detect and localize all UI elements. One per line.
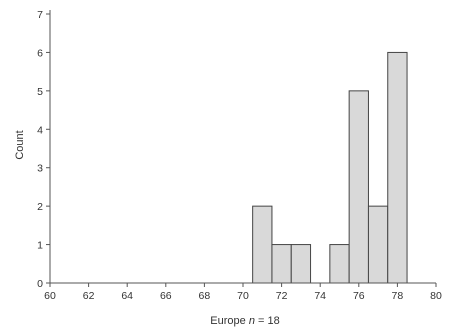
y-tick-label-7: 7 bbox=[37, 9, 43, 21]
x-axis-title-n: n bbox=[249, 315, 255, 327]
histogram-bar-6 bbox=[387, 51, 408, 284]
y-axis: 0 1 2 3 4 5 6 7 bbox=[37, 9, 51, 290]
histogram-bar-1 bbox=[271, 244, 292, 284]
x-axis: 60 62 64 66 68 70 72 74 76 78 80 bbox=[44, 282, 442, 302]
y-tick-label-1: 1 bbox=[37, 240, 43, 252]
x-axis-title: Europe n = 18 bbox=[210, 315, 279, 327]
x-tick-label-80: 80 bbox=[430, 290, 442, 302]
histogram-bar-2 bbox=[290, 244, 312, 284]
x-tick-label-78: 78 bbox=[392, 290, 404, 302]
y-tick-label-4: 4 bbox=[37, 124, 43, 136]
bars-group bbox=[252, 51, 408, 284]
histogram-bar-3 bbox=[329, 244, 350, 284]
y-tick-label-3: 3 bbox=[37, 163, 43, 175]
x-tick-label-68: 68 bbox=[199, 290, 211, 302]
x-tick-label-70: 70 bbox=[237, 290, 249, 302]
x-tick-label-66: 66 bbox=[160, 290, 172, 302]
x-tick-label-76: 76 bbox=[353, 290, 365, 302]
histogram-bar-5 bbox=[367, 205, 389, 284]
histogram-bar-0 bbox=[252, 205, 273, 284]
y-tick-label-0: 0 bbox=[37, 278, 43, 290]
histogram-bar-4 bbox=[348, 90, 369, 284]
x-axis-title-prefix: Europe bbox=[210, 315, 249, 327]
x-tick-label-74: 74 bbox=[314, 290, 326, 302]
x-tick-label-64: 64 bbox=[121, 290, 133, 302]
y-tick-label-5: 5 bbox=[37, 86, 43, 98]
x-tick-label-72: 72 bbox=[276, 290, 288, 302]
x-tick-label-60: 60 bbox=[44, 290, 56, 302]
x-tick-label-62: 62 bbox=[83, 290, 95, 302]
y-axis-title: Count bbox=[14, 130, 26, 159]
x-axis-title-suffix: = 18 bbox=[255, 315, 280, 327]
y-tick-label-2: 2 bbox=[37, 201, 43, 213]
y-tick-label-6: 6 bbox=[37, 47, 43, 59]
